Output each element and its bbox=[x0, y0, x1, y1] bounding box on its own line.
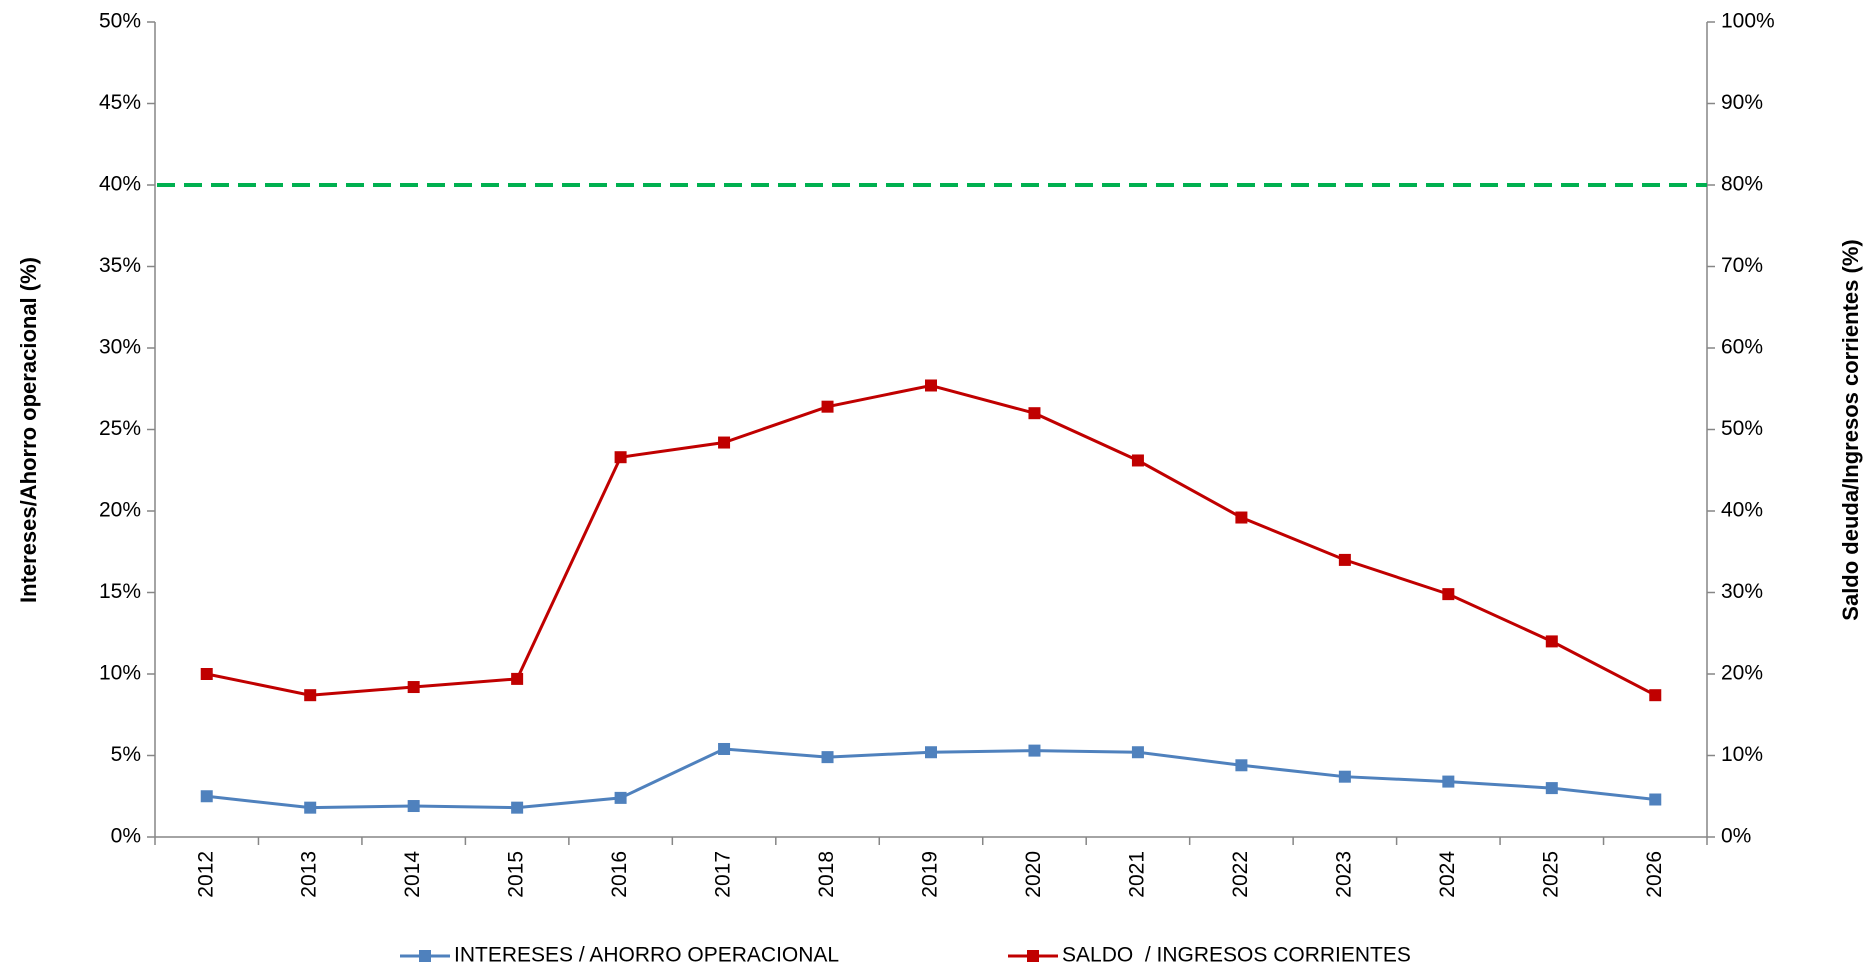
data-point bbox=[1235, 759, 1248, 772]
y-tick-label: 15% bbox=[99, 580, 141, 603]
y2-tick-label: 90% bbox=[1721, 91, 1763, 114]
data-point bbox=[1131, 454, 1144, 467]
series-line bbox=[206, 383, 1656, 697]
legend-marker bbox=[419, 950, 431, 962]
y-tick-label: 45% bbox=[99, 91, 141, 114]
x-tick-label: 2017 bbox=[712, 851, 735, 898]
y2-tick-label: 100% bbox=[1721, 10, 1775, 33]
data-point bbox=[614, 791, 627, 804]
y2-tick-label: 0% bbox=[1721, 825, 1751, 848]
data-point bbox=[1338, 770, 1351, 783]
data-point bbox=[925, 746, 937, 759]
data-point bbox=[1649, 689, 1662, 702]
data-point bbox=[821, 751, 834, 764]
data-point bbox=[1545, 782, 1558, 795]
y-tick-label: 5% bbox=[111, 743, 141, 766]
data-point bbox=[1338, 553, 1351, 566]
y2-tick-label: 50% bbox=[1721, 417, 1763, 440]
data-point bbox=[1442, 775, 1455, 788]
x-tick-label: 2020 bbox=[1022, 851, 1045, 898]
legend-marker bbox=[1027, 950, 1039, 962]
y2-tick-label: 30% bbox=[1721, 580, 1763, 603]
x-tick-label: 2018 bbox=[815, 851, 838, 898]
x-tick-label: 2013 bbox=[298, 851, 321, 898]
data-point bbox=[718, 436, 731, 449]
x-tick-label: 2026 bbox=[1643, 851, 1666, 898]
legend-label: INTERESES / AHORRO OPERACIONAL bbox=[454, 944, 839, 967]
data-point bbox=[1028, 744, 1041, 757]
y-axis-title: Intereses/Ahorro operacional (%) bbox=[16, 257, 41, 603]
y-tick-label: 35% bbox=[99, 254, 141, 277]
data-point bbox=[1028, 407, 1041, 420]
x-tick-label: 2019 bbox=[919, 851, 942, 898]
x-tick-label: 2021 bbox=[1125, 851, 1148, 898]
x-tick-label: 2023 bbox=[1332, 851, 1355, 898]
x-tick-label: 2022 bbox=[1229, 851, 1252, 898]
y2-tick-label: 60% bbox=[1721, 336, 1763, 359]
data-point bbox=[407, 681, 420, 694]
x-tick-label: 2015 bbox=[505, 851, 528, 898]
data-point bbox=[1235, 511, 1248, 524]
data-point bbox=[304, 801, 317, 814]
y2-tick-label: 40% bbox=[1721, 499, 1763, 522]
x-tick-label: 2012 bbox=[194, 851, 217, 898]
y-tick-label: 30% bbox=[99, 336, 141, 359]
legend-label: SALDO / INGRESOS CORRIENTES bbox=[1062, 944, 1411, 967]
x-tick-label: 2025 bbox=[1539, 851, 1562, 898]
data-point bbox=[511, 801, 524, 814]
data-point bbox=[200, 668, 213, 680]
data-point bbox=[1442, 588, 1455, 601]
y-tick-label: 25% bbox=[99, 417, 141, 440]
data-point bbox=[1131, 746, 1144, 759]
y-tick-label: 20% bbox=[99, 499, 141, 522]
y2-tick-label: 70% bbox=[1721, 254, 1763, 277]
y-tick-label: 0% bbox=[111, 825, 141, 848]
data-point bbox=[614, 451, 627, 464]
y2-tick-label: 10% bbox=[1721, 743, 1763, 766]
data-point bbox=[1649, 793, 1662, 806]
y-tick-label: 50% bbox=[99, 10, 141, 33]
data-point bbox=[925, 379, 937, 392]
y-tick-label: 40% bbox=[99, 173, 141, 196]
x-tick-label: 2014 bbox=[401, 851, 424, 898]
data-point bbox=[1545, 635, 1558, 648]
x-tick-label: 2016 bbox=[608, 851, 631, 898]
y2-axis-title: Saldo deuda/Ingresos corrientes (%) bbox=[1838, 239, 1863, 620]
data-point bbox=[304, 689, 317, 702]
data-point bbox=[407, 800, 420, 813]
data-point bbox=[718, 742, 731, 755]
data-point bbox=[200, 790, 213, 803]
data-point bbox=[821, 400, 834, 413]
y2-tick-label: 80% bbox=[1721, 173, 1763, 196]
y-tick-label: 10% bbox=[99, 662, 141, 685]
x-tick-label: 2024 bbox=[1436, 851, 1459, 898]
y2-tick-label: 20% bbox=[1721, 662, 1763, 685]
data-point bbox=[511, 672, 524, 685]
